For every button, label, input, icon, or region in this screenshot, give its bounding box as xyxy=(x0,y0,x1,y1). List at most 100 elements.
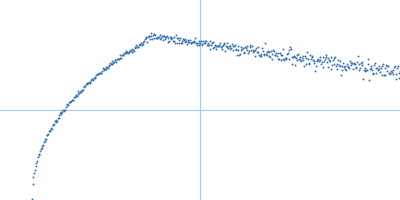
Point xyxy=(252,49,259,52)
Point xyxy=(353,66,360,69)
Point xyxy=(50,123,56,126)
Point xyxy=(163,36,170,39)
Point xyxy=(294,58,300,61)
Point xyxy=(293,56,299,59)
Point xyxy=(72,93,79,97)
Point xyxy=(256,54,262,57)
Point xyxy=(64,103,70,106)
Point xyxy=(33,161,40,164)
Point xyxy=(130,49,137,52)
Point xyxy=(349,61,355,65)
Point xyxy=(313,64,319,67)
Point xyxy=(46,129,52,132)
Point xyxy=(236,53,242,56)
Point xyxy=(48,127,54,130)
Point xyxy=(204,43,210,46)
Point xyxy=(106,64,112,67)
Point xyxy=(78,89,85,93)
Point xyxy=(350,67,356,70)
Point xyxy=(55,117,61,120)
Point xyxy=(286,57,292,60)
Point xyxy=(232,44,238,47)
Point xyxy=(368,66,374,69)
Point xyxy=(140,43,146,46)
Point xyxy=(203,40,209,43)
Point xyxy=(205,42,212,45)
Point xyxy=(330,63,337,66)
Point xyxy=(147,37,153,40)
Point xyxy=(53,118,60,121)
Point xyxy=(200,40,206,43)
Point xyxy=(347,59,353,62)
Point xyxy=(135,45,141,48)
Point xyxy=(196,43,203,46)
Point xyxy=(101,68,108,71)
Point xyxy=(309,54,316,57)
Point xyxy=(224,41,230,45)
Point xyxy=(93,73,99,76)
Point xyxy=(218,47,225,50)
Point xyxy=(242,45,248,49)
Point xyxy=(277,58,284,61)
Point xyxy=(356,62,363,65)
Point xyxy=(154,37,160,40)
Point xyxy=(222,50,228,53)
Point xyxy=(331,57,338,60)
Point xyxy=(386,71,392,74)
Point xyxy=(102,68,109,71)
Point xyxy=(395,71,400,74)
Point xyxy=(257,55,263,58)
Point xyxy=(134,45,140,48)
Point xyxy=(396,77,400,80)
Point xyxy=(216,44,222,47)
Point xyxy=(92,76,99,79)
Point xyxy=(261,53,268,56)
Point xyxy=(228,46,234,49)
Point xyxy=(342,64,349,67)
Point xyxy=(118,56,124,59)
Point xyxy=(151,36,158,39)
Point xyxy=(348,61,354,64)
Point xyxy=(59,110,66,114)
Point xyxy=(29,197,35,200)
Point xyxy=(254,50,261,53)
Point xyxy=(369,68,375,71)
Point xyxy=(362,70,368,73)
Point xyxy=(326,58,332,62)
Point xyxy=(291,63,298,66)
Point xyxy=(324,57,331,60)
Point xyxy=(286,49,292,52)
Point xyxy=(150,34,156,37)
Point xyxy=(234,53,240,56)
Point xyxy=(376,67,382,70)
Point xyxy=(296,55,303,58)
Point xyxy=(364,69,370,72)
Point xyxy=(111,60,117,63)
Point xyxy=(310,59,317,62)
Point xyxy=(226,45,232,48)
Point xyxy=(183,40,189,43)
Point xyxy=(40,143,46,146)
Point xyxy=(34,160,40,163)
Point xyxy=(255,46,262,49)
Point xyxy=(272,53,278,56)
Point xyxy=(162,36,169,39)
Point xyxy=(126,50,132,53)
Point xyxy=(74,92,81,95)
Point xyxy=(91,77,97,80)
Point xyxy=(130,49,136,52)
Point xyxy=(44,133,51,136)
Point xyxy=(136,43,143,46)
Point xyxy=(345,65,352,68)
Point xyxy=(221,43,228,46)
Point xyxy=(133,44,139,47)
Point xyxy=(300,54,306,58)
Point xyxy=(357,66,363,70)
Point xyxy=(332,56,338,59)
Point xyxy=(73,94,80,97)
Point xyxy=(207,40,214,43)
Point xyxy=(121,52,127,55)
Point xyxy=(181,38,187,42)
Point xyxy=(265,49,271,52)
Point xyxy=(97,71,104,74)
